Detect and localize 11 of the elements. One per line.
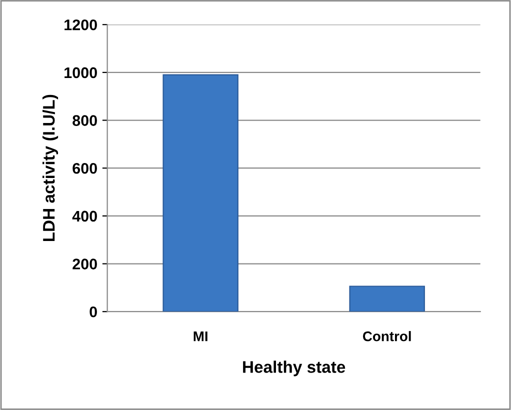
y-tick-label: 1200 <box>64 19 97 30</box>
y-tick-label: 600 <box>72 162 97 174</box>
y-tick-label: 800 <box>72 115 97 126</box>
x-axis-title: Healthy state <box>243 360 346 376</box>
x-tick-label: Control <box>362 331 411 342</box>
y-tick-label: 200 <box>72 258 97 270</box>
y-tick-label: 0 <box>90 306 97 318</box>
y-tick-label: 400 <box>72 210 97 222</box>
y-axis-title: LDH activity (I.U/L) <box>42 94 58 242</box>
y-tick-label: 1000 <box>64 67 97 78</box>
x-tick-label: MI <box>194 332 208 342</box>
